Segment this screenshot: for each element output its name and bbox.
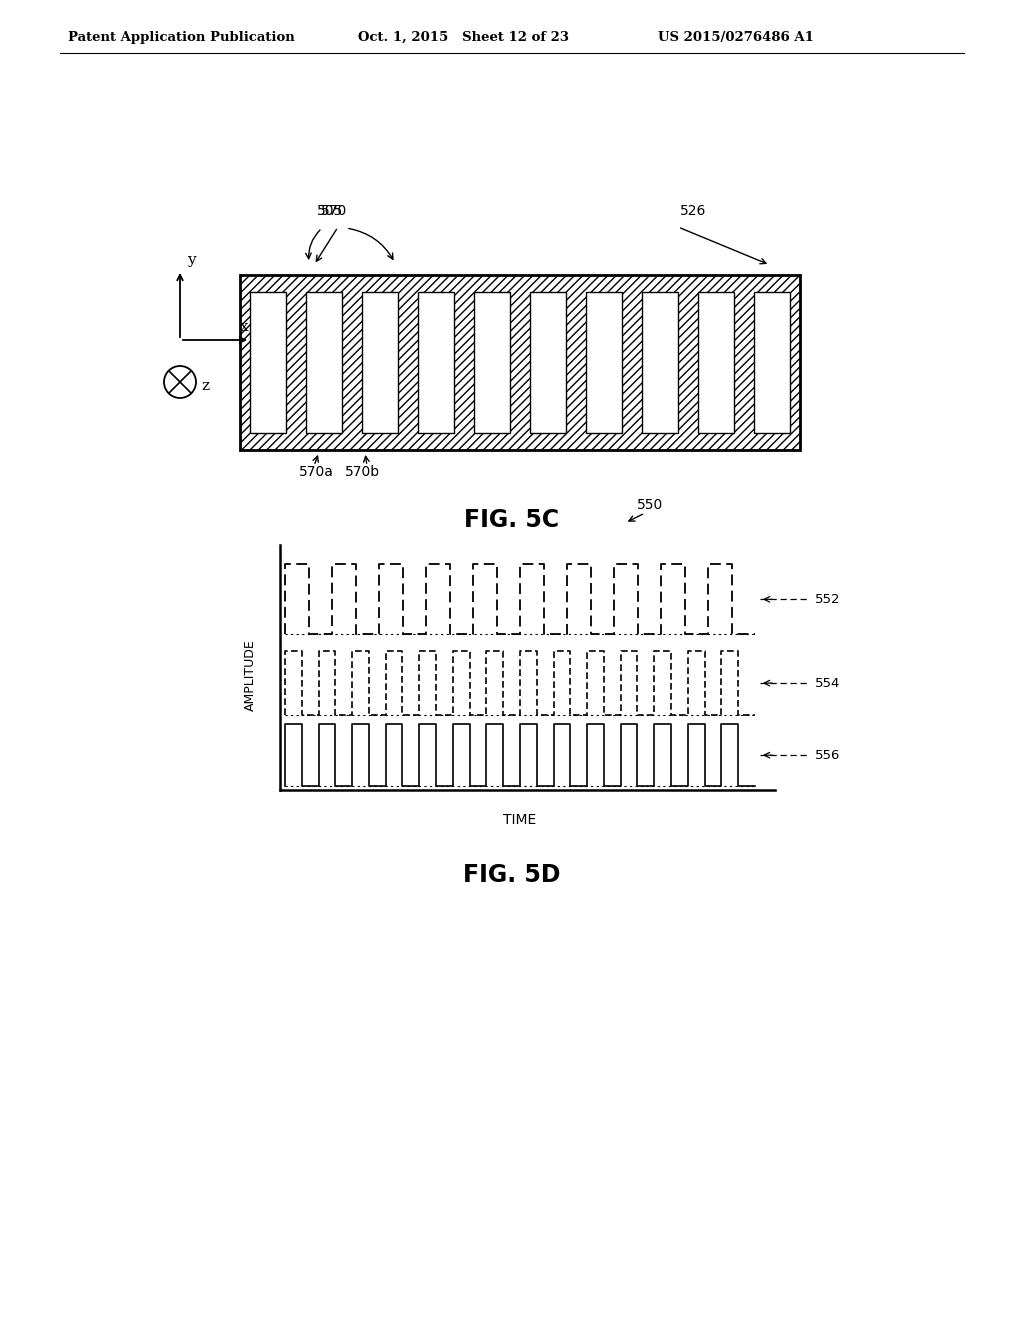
Text: 554: 554 <box>815 677 841 689</box>
Bar <box>642 292 678 433</box>
Bar <box>754 292 790 433</box>
Text: US 2015/0276486 A1: US 2015/0276486 A1 <box>658 30 814 44</box>
Text: z: z <box>201 379 209 393</box>
Bar <box>418 292 454 433</box>
Text: 505: 505 <box>316 205 343 218</box>
Text: AMPLITUDE: AMPLITUDE <box>244 639 256 711</box>
Text: FIG. 5D: FIG. 5D <box>463 863 561 887</box>
Text: y: y <box>187 253 196 267</box>
Text: 552: 552 <box>815 593 841 606</box>
Text: 550: 550 <box>637 498 664 512</box>
Bar <box>474 292 510 433</box>
Text: 526: 526 <box>680 205 707 218</box>
Text: TIME: TIME <box>504 813 537 828</box>
Text: 570b: 570b <box>344 465 380 479</box>
Bar <box>240 275 800 450</box>
Bar <box>586 292 622 433</box>
Text: x: x <box>240 319 249 334</box>
Bar <box>362 292 398 433</box>
Text: 556: 556 <box>815 748 841 762</box>
Bar <box>530 292 566 433</box>
Text: Patent Application Publication: Patent Application Publication <box>68 30 295 44</box>
Bar <box>250 292 286 433</box>
Text: Oct. 1, 2015   Sheet 12 of 23: Oct. 1, 2015 Sheet 12 of 23 <box>358 30 569 44</box>
Text: 570a: 570a <box>299 465 334 479</box>
Bar <box>698 292 734 433</box>
Text: FIG. 5C: FIG. 5C <box>465 508 559 532</box>
Bar <box>306 292 342 433</box>
Text: 570: 570 <box>321 205 347 218</box>
